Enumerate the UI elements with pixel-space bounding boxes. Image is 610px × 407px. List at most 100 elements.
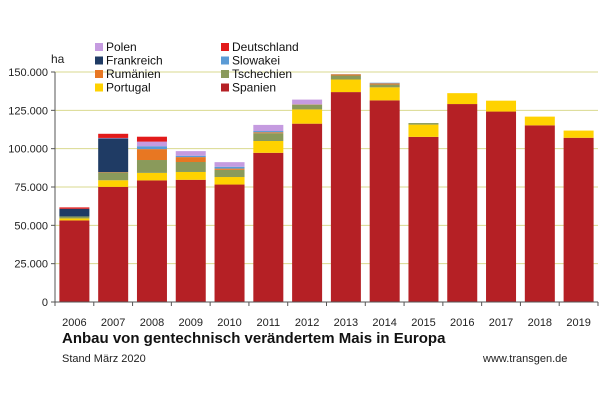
bar-segment-spanien — [292, 123, 323, 302]
legend-label: Deutschland — [232, 40, 299, 54]
bar-segment-slowakei — [214, 166, 245, 169]
x-tick-label: 2016 — [450, 317, 474, 329]
bar-segment-spanien — [175, 179, 206, 302]
bar-segment-spanien — [330, 92, 361, 302]
bar-segment-tschechien — [292, 104, 323, 110]
bar-segment-frankreich — [59, 208, 90, 217]
bar-segment-tschechien — [214, 169, 245, 178]
bar-segment-rumänien — [330, 74, 361, 76]
bar-segment-polen — [253, 124, 284, 132]
bar-segment-spanien — [408, 136, 439, 302]
bar-segment-slowakei — [175, 155, 206, 158]
y-tick-label: 100.000 — [8, 144, 48, 156]
bar-segment-spanien — [563, 137, 594, 302]
bar-segment-deutschland — [59, 207, 90, 209]
bar-segment-spanien — [447, 104, 478, 303]
y-tick-label: 25.000 — [14, 259, 48, 271]
chart-source: www.transgen.de — [483, 353, 568, 365]
legend-label: Slowakei — [232, 54, 280, 68]
x-tick-label: 2007 — [101, 317, 125, 329]
legend-swatch-tschechien — [221, 70, 229, 78]
bar-segment-tschechien — [98, 172, 129, 181]
bar-segment-spanien — [214, 184, 245, 302]
x-tick-label: 2019 — [566, 317, 590, 329]
bar-segment-spanien — [136, 180, 167, 302]
x-tick-label: 2018 — [528, 317, 552, 329]
bar-segment-portugal — [563, 130, 594, 138]
bar-segment-spanien — [59, 220, 90, 302]
bar-segment-tschechien — [175, 162, 206, 172]
x-tick-label: 2013 — [334, 317, 358, 329]
bar-segment-portugal — [175, 171, 206, 180]
bar-segment-rumänien — [214, 168, 245, 170]
legend-label: Rumänien — [106, 67, 161, 81]
legend-swatch-rumänien — [95, 70, 103, 78]
bar-segment-spanien — [524, 125, 555, 302]
legend-swatch-portugal — [95, 83, 103, 92]
legend-label: Spanien — [232, 81, 276, 95]
bar-segment-portugal — [292, 109, 323, 124]
bar-segment-rumänien — [175, 157, 206, 163]
bar-segment-portugal — [98, 180, 129, 187]
bar-segment-tschechien — [369, 84, 400, 88]
legend-swatch-frankreich — [95, 56, 103, 65]
bar-segment-frankreich — [98, 138, 129, 173]
bar-segment-tschechien — [330, 75, 361, 80]
x-tick-label: 2009 — [179, 317, 203, 329]
bar-segment-tschechien — [59, 216, 90, 219]
y-tick-label: 125.000 — [8, 105, 48, 117]
x-tick-label: 2012 — [295, 317, 319, 329]
bar-segment-spanien — [98, 186, 129, 302]
x-tick-label: 2006 — [62, 317, 86, 329]
y-tick-label: 150.000 — [8, 67, 48, 79]
bar-segment-portugal — [136, 172, 167, 181]
bar-segment-rumänien — [253, 132, 284, 134]
legend-label: Tschechien — [232, 67, 292, 81]
bar-segment-portugal — [330, 79, 361, 93]
y-tick-label: 75.000 — [14, 182, 48, 194]
bar-segment-tschechien — [408, 123, 439, 125]
x-tick-label: 2011 — [256, 317, 280, 329]
bar-segment-portugal — [447, 93, 478, 105]
chart-subtitle: Stand März 2020 — [62, 353, 146, 365]
bar-segment-rumänien — [369, 83, 400, 85]
bar-segment-spanien — [369, 100, 400, 302]
bar-segment-slowakei — [369, 82, 400, 84]
bar-segment-polen — [136, 141, 167, 147]
bar-segment-portugal — [59, 218, 90, 221]
bar-segment-portugal — [524, 116, 555, 126]
bar-segment-portugal — [486, 100, 517, 112]
legend-swatch-deutschland — [221, 43, 229, 51]
bar-segment-polen — [175, 151, 206, 156]
bar-segment-portugal — [369, 87, 400, 101]
legend-swatch-polen — [95, 43, 103, 51]
bar-segment-deutschland — [98, 133, 129, 138]
bar-segment-slowakei — [253, 131, 284, 133]
legend-swatch-spanien — [221, 83, 229, 92]
y-axis-label: ha — [51, 52, 65, 66]
bar-segment-tschechien — [136, 160, 167, 173]
legend-label: Portugal — [106, 81, 151, 95]
x-tick-label: 2015 — [411, 317, 435, 329]
bar-segment-deutschland — [136, 136, 167, 142]
x-tick-label: 2014 — [372, 317, 396, 329]
bar-segment-polen — [214, 162, 245, 167]
bar-segment-spanien — [253, 152, 284, 302]
bar-segment-portugal — [214, 177, 245, 185]
y-tick-label: 0 — [42, 297, 48, 309]
chart-title: Anbau von gentechnisch verändertem Mais … — [62, 330, 446, 347]
bar-segment-spanien — [486, 111, 517, 302]
bar-segment-portugal — [253, 141, 284, 153]
x-tick-label: 2010 — [217, 317, 241, 329]
legend-swatch-slowakei — [221, 56, 229, 65]
x-tick-label: 2017 — [489, 317, 513, 329]
bar-segment-tschechien — [253, 133, 284, 141]
bar-segment-portugal — [408, 124, 439, 137]
legend-label: Frankreich — [106, 54, 163, 68]
bar-segment-polen — [292, 99, 323, 105]
bar-segment-slowakei — [136, 146, 167, 150]
x-tick-label: 2008 — [140, 317, 164, 329]
y-tick-label: 50.000 — [14, 220, 48, 232]
legend-label: Polen — [106, 40, 137, 54]
